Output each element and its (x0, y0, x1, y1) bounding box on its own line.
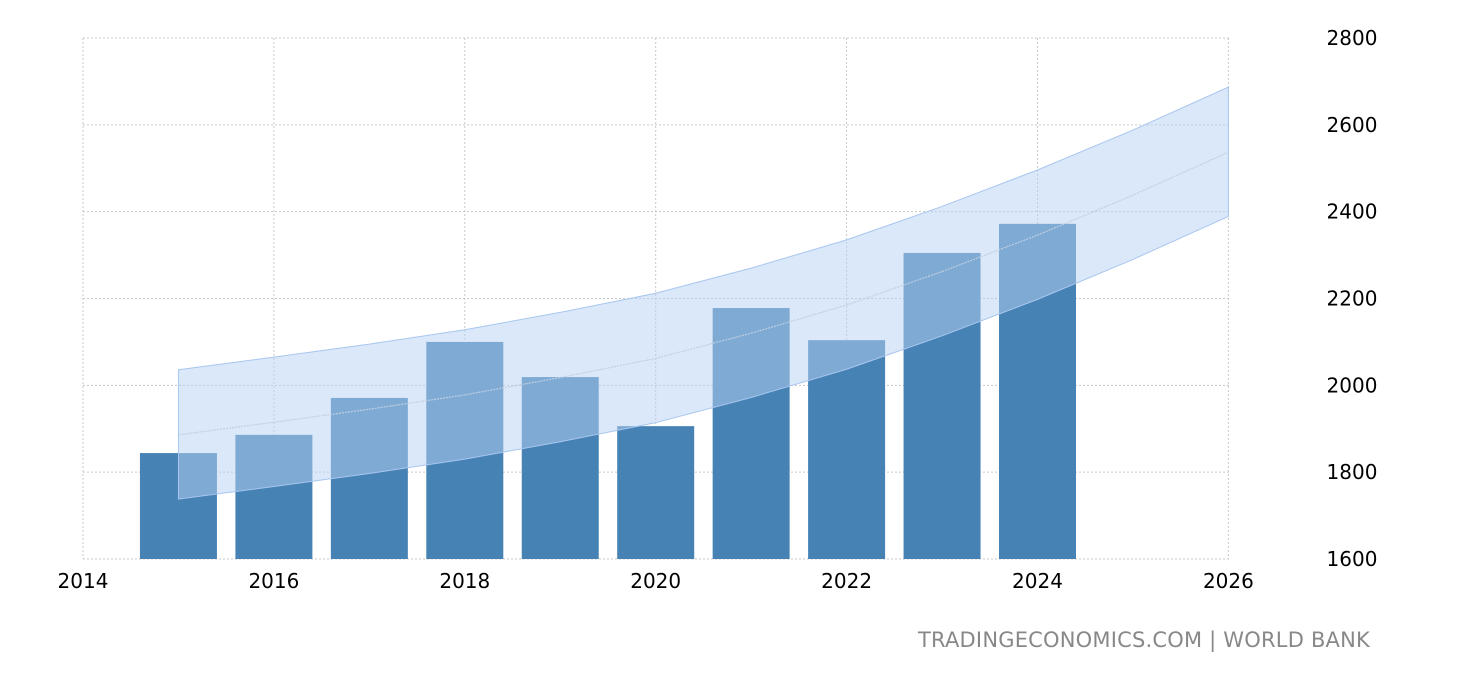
forecast-band (177, 86, 1229, 500)
x-tick-label: 2018 (439, 569, 490, 593)
x-tick-label: 2026 (1203, 569, 1254, 593)
y-tick-label: 1600 (1327, 547, 1378, 571)
y-tick-label: 2400 (1327, 200, 1378, 224)
y-tick-label: 2000 (1327, 373, 1378, 397)
x-tick-label: 2016 (248, 569, 299, 593)
y-tick-label: 2200 (1327, 287, 1378, 311)
x-tick-label: 2020 (630, 569, 681, 593)
x-tick-label: 2014 (58, 569, 109, 593)
forecast-trend-line (178, 151, 1229, 436)
y-tick-label: 2800 (1327, 26, 1378, 50)
x-tick-label: 2022 (821, 569, 872, 593)
source-credit: TRADINGECONOMICS.COM | WORLD BANK (918, 628, 1370, 652)
y-tick-label: 2600 (1327, 113, 1378, 137)
x-tick-label: 2024 (1012, 569, 1063, 593)
bar-2020 (617, 426, 695, 559)
y-tick-label: 1800 (1327, 460, 1378, 484)
